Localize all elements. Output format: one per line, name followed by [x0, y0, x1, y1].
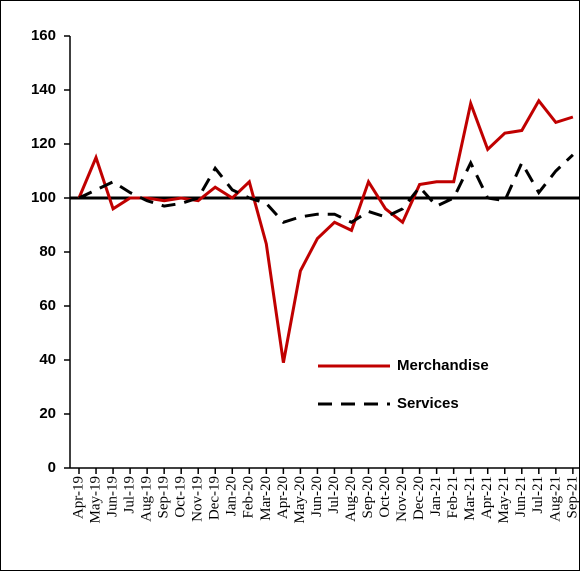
y-tick-label: 60: [39, 297, 56, 314]
x-tick-label: Oct-19: [173, 476, 189, 518]
x-tick-label: Aug-20: [343, 476, 359, 522]
x-tick-label: Jun-21: [513, 476, 529, 517]
legend-label: Merchandise: [397, 357, 489, 374]
y-tick-label: 80: [39, 243, 56, 260]
x-tick-label: Nov-20: [394, 476, 410, 522]
x-tick-label: Mar-21: [462, 476, 478, 521]
y-tick-label: 0: [48, 459, 56, 476]
x-tick-label: Aug-19: [139, 476, 155, 522]
y-tick-label: 140: [31, 81, 56, 98]
series-line: [78, 153, 574, 225]
y-tick-label: 100: [31, 189, 56, 206]
x-tick-label: Apr-19: [70, 476, 86, 519]
x-tick-label: Jul-21: [530, 476, 546, 514]
x-tick-label: Jan-20: [224, 476, 240, 516]
x-tick-label: May-21: [496, 476, 512, 524]
x-tick-label: Apr-21: [479, 476, 495, 519]
x-tick-label: May-19: [87, 476, 103, 524]
x-tick-label: Nov-19: [190, 476, 206, 522]
y-tick-label: 20: [39, 405, 56, 422]
x-tick-label: May-20: [292, 476, 308, 524]
x-tick-label: Jul-19: [122, 476, 138, 514]
x-tick-label: Mar-20: [258, 476, 274, 521]
x-tick-label: Sep-20: [360, 476, 376, 519]
x-tick-label: Feb-21: [445, 476, 461, 519]
x-tick-label: Sep-19: [156, 476, 172, 519]
x-tick-label: Dec-20: [411, 476, 427, 520]
y-tick-label: 120: [31, 135, 56, 152]
x-tick-label: Feb-20: [241, 476, 257, 519]
legend-label: Services: [397, 395, 459, 412]
x-tick-label: Oct-20: [377, 476, 393, 518]
x-tick-label: Jun-19: [104, 476, 120, 517]
x-tick-label: Jun-20: [309, 476, 325, 517]
series-line: [77, 98, 574, 363]
y-tick-label: 160: [31, 27, 56, 44]
x-tick-label: Jan-21: [428, 476, 444, 516]
x-tick-label: Dec-19: [207, 476, 223, 520]
x-tick-label: Aug-21: [547, 476, 563, 522]
x-tick-label: Sep-21: [564, 476, 580, 519]
y-tick-label: 40: [39, 351, 56, 368]
x-tick-label: Apr-20: [275, 476, 291, 519]
x-tick-label: Jul-20: [326, 476, 342, 514]
